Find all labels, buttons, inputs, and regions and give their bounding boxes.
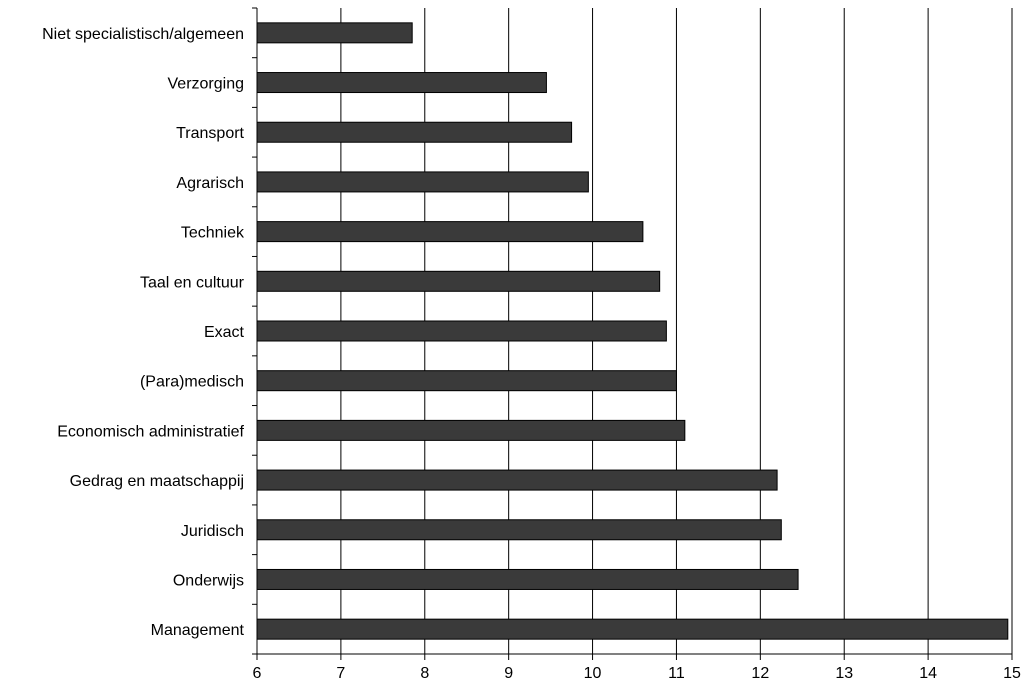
bar-economisch-administratief — [256, 419, 686, 441]
bar-onderwijs — [256, 568, 799, 590]
bar-techniek — [256, 221, 644, 243]
x-tick-label: 12 — [751, 665, 769, 682]
bar-taal-en-cultuur — [256, 270, 661, 292]
category-label: Transport — [176, 125, 244, 142]
bar-agrarisch — [256, 171, 589, 193]
bar-transport — [256, 121, 573, 143]
category-label: Onderwijs — [173, 572, 244, 589]
category-label: Verzorging — [168, 76, 245, 93]
x-tick-label: 15 — [1003, 665, 1021, 682]
category-label: Agrarisch — [176, 175, 244, 192]
category-label: Gedrag en maatschappij — [70, 473, 244, 490]
x-tick-label: 14 — [919, 665, 937, 682]
category-label: Juridisch — [181, 523, 244, 540]
category-label: Exact — [204, 324, 245, 341]
x-tick-label: 7 — [336, 665, 345, 682]
category-label: Taal en cultuur — [140, 274, 245, 291]
category-label: Niet specialistisch/algemeen — [42, 26, 244, 43]
x-tick-label: 10 — [584, 665, 602, 682]
category-label: Techniek — [181, 225, 245, 242]
labels: 6 7 8 9 10 11 12 13 14 15 Niet specialistisch/alge… — [42, 26, 1021, 682]
gridlines — [340, 8, 1013, 654]
x-tick-label: 11 — [668, 665, 685, 682]
bar-juridisch — [256, 519, 782, 541]
bar-management — [256, 618, 1009, 640]
bar-exact — [256, 320, 667, 342]
category-label: (Para)medisch — [140, 374, 244, 391]
x-tick-label: 9 — [504, 665, 513, 682]
bar-niet-specialistisch-algemeen — [256, 22, 413, 44]
bar-verzorging — [256, 72, 547, 94]
bar-para-medisch — [256, 370, 677, 392]
x-tick-label: 6 — [253, 665, 262, 682]
bars — [256, 22, 1009, 640]
category-label: Economisch administratief — [57, 423, 244, 440]
axes — [252, 7, 1013, 660]
category-label: Management — [151, 622, 245, 639]
bar-gedrag-en-maatschappij — [256, 469, 778, 491]
x-tick-label: 13 — [835, 665, 853, 682]
x-tick-label: 8 — [420, 665, 429, 682]
